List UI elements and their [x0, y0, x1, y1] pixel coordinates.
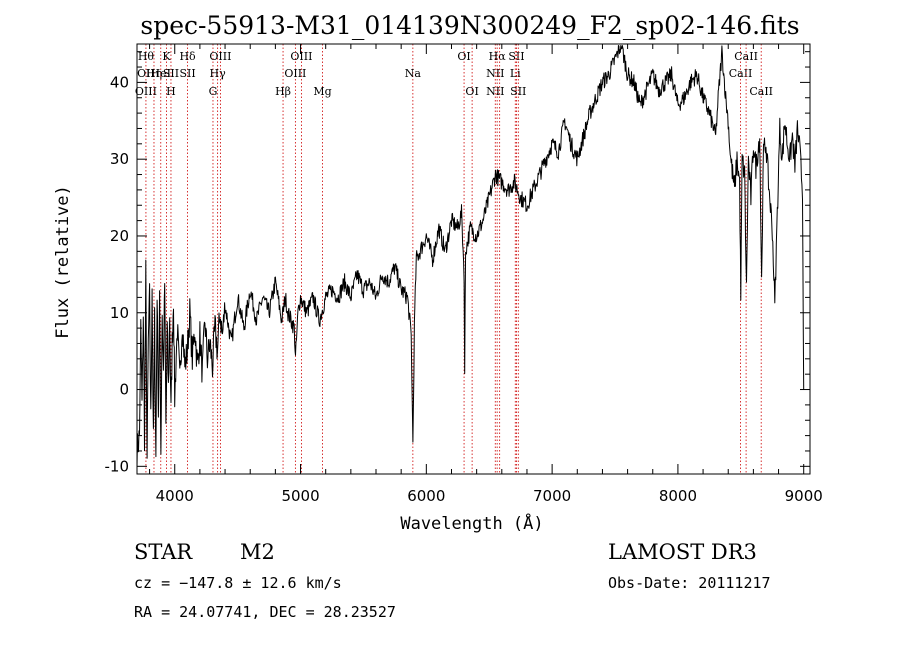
line-marker-label: H	[166, 85, 176, 98]
object-subclass: M2	[240, 540, 275, 564]
y-tick-label: 10	[110, 304, 129, 322]
line-marker-label: CaII	[729, 67, 753, 80]
line-marker-label: SII	[510, 85, 526, 98]
y-tick-label: 40	[110, 73, 129, 91]
x-tick-label: 8000	[659, 487, 697, 505]
ra-dec-coords: RA = 24.07741, DEC = 28.23527	[134, 603, 396, 621]
x-tick-label: 7000	[533, 487, 571, 505]
line-marker-label: Na	[405, 67, 422, 80]
line-marker-label: Hβ	[275, 85, 291, 98]
line-marker-label: NII	[486, 85, 504, 98]
x-tick-label: 9000	[785, 487, 823, 505]
line-marker-label: HeI	[151, 67, 171, 80]
line-marker-label: SII	[179, 67, 195, 80]
line-marker-label: OIII	[135, 85, 157, 98]
flux-series-line	[136, 45, 805, 468]
line-marker-label: OII	[137, 67, 155, 80]
line-marker-label: Hα	[489, 50, 507, 63]
line-marker-label: Hδ	[179, 50, 196, 63]
x-tick-label: 4000	[156, 487, 194, 505]
line-marker-label: Hγ	[210, 67, 227, 80]
y-tick-label: 0	[119, 381, 129, 399]
line-marker-label: Li	[510, 67, 521, 80]
line-marker-label: G	[209, 85, 218, 98]
line-marker-label: Hθ	[138, 50, 155, 63]
line-marker-label: Mg	[313, 85, 331, 98]
y-axis-label: Flux (relative)	[53, 185, 73, 339]
y-tick-label: 30	[110, 150, 129, 168]
line-marker-label: OI	[457, 50, 470, 63]
line-markers: HθOIIOIIIHηHeIKSIIHHδSIIGHγOIIIHβOIIIOII…	[135, 44, 773, 474]
y-tick-label: 20	[110, 227, 129, 245]
survey-name: LAMOST DR3	[608, 540, 757, 564]
chart-title: spec-55913-M31_014139N300249_F2_sp02-146…	[140, 11, 799, 40]
line-marker-label: NII	[486, 67, 504, 80]
plot-frame	[136, 43, 811, 475]
x-axis: 4000 5000 6000 7000 8000 9000	[149, 44, 823, 505]
object-class: STAR	[134, 540, 193, 564]
x-tick-label: 5000	[281, 487, 319, 505]
line-marker-label: OIII	[209, 50, 231, 63]
line-marker-label: OI	[465, 85, 478, 98]
line-marker-label: SII	[163, 67, 179, 80]
line-marker-label: CaII	[734, 50, 758, 63]
line-marker-label: OIII	[284, 67, 306, 80]
redshift-cz: cz = −147.8 ± 12.6 km/s	[134, 574, 342, 592]
x-axis-label: Wavelength (Å)	[400, 512, 543, 534]
y-tick-label: -10	[105, 457, 130, 475]
line-marker-label: Hη	[146, 67, 162, 80]
line-marker-label: K	[162, 50, 171, 63]
y-axis: -10 0 10 20 30 40	[105, 51, 810, 475]
line-marker-label: CaII	[749, 85, 773, 98]
line-marker-label: OIII	[290, 50, 312, 63]
x-tick-label: 6000	[407, 487, 445, 505]
line-marker-label: SII	[508, 50, 524, 63]
obs-date: Obs-Date: 20111217	[608, 574, 771, 592]
